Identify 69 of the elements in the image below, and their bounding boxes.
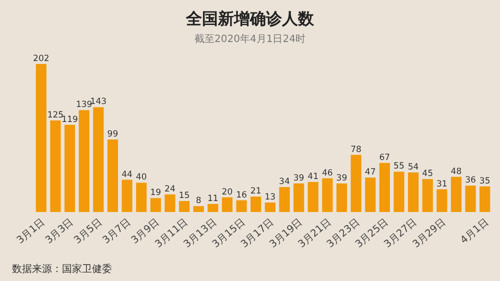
bar — [50, 120, 61, 212]
data-label: 36 — [465, 176, 476, 186]
bar — [408, 172, 419, 212]
data-label: 19 — [150, 188, 162, 198]
bar — [36, 64, 46, 212]
data-label: 35 — [479, 176, 490, 186]
data-label: 125 — [47, 110, 64, 120]
bar — [394, 172, 404, 212]
bar — [250, 196, 262, 212]
data-label: 48 — [450, 166, 462, 177]
data-label: 54 — [408, 162, 419, 172]
bar — [450, 176, 462, 212]
bar — [293, 183, 304, 212]
bar — [308, 182, 318, 212]
source-note: 数据来源：国家卫健委 — [12, 263, 112, 275]
bar — [465, 186, 476, 212]
bar — [208, 204, 218, 212]
bar — [136, 182, 147, 212]
bar — [422, 179, 433, 212]
bar — [236, 200, 247, 212]
data-label: 47 — [364, 168, 376, 178]
data-label: 21 — [250, 186, 262, 197]
bar — [279, 187, 290, 212]
bar — [322, 178, 333, 212]
data-label: 119 — [62, 114, 78, 125]
bar — [379, 162, 390, 212]
data-label: 39 — [293, 173, 304, 184]
data-label: 55 — [394, 162, 404, 172]
data-label: 34 — [279, 177, 290, 188]
data-label: 40 — [136, 172, 147, 183]
data-label: 143 — [90, 97, 107, 108]
bar — [93, 107, 104, 212]
bar — [264, 202, 276, 212]
data-label: 20 — [222, 187, 233, 198]
data-label: 11 — [207, 194, 218, 204]
data-label: 46 — [322, 168, 333, 178]
bar — [150, 198, 161, 212]
data-label: 8 — [196, 196, 202, 206]
bar — [178, 201, 190, 212]
bar — [336, 183, 348, 212]
data-label: 45 — [422, 169, 434, 180]
bar — [480, 186, 490, 212]
bar — [436, 189, 448, 212]
data-label: 78 — [350, 144, 362, 155]
bar — [222, 197, 233, 212]
data-label: 16 — [236, 190, 247, 200]
bar — [193, 206, 204, 212]
x-tick-label: 4月1日 — [458, 216, 491, 246]
bar — [164, 194, 176, 212]
bar — [78, 110, 90, 212]
bar — [64, 124, 76, 212]
data-label: 67 — [379, 152, 390, 163]
bar — [350, 154, 362, 212]
chart-title: 全国新增确诊人数 — [185, 9, 315, 28]
data-label: 31 — [436, 179, 448, 190]
data-label: 202 — [33, 54, 50, 64]
data-label: 139 — [76, 100, 92, 110]
data-label: 41 — [308, 172, 319, 182]
data-label: 44 — [122, 170, 132, 180]
bar — [107, 139, 118, 212]
data-label: 13 — [264, 192, 276, 202]
data-label: 39 — [336, 173, 348, 184]
data-label: 99 — [107, 129, 118, 140]
bar — [365, 178, 376, 212]
chart-subtitle: 截至2020年4月1日24时 — [194, 33, 306, 45]
data-label: 15 — [178, 191, 190, 202]
data-label: 24 — [164, 184, 176, 194]
bar — [122, 180, 132, 212]
x-tick-label: 3月5日 — [72, 216, 104, 246]
